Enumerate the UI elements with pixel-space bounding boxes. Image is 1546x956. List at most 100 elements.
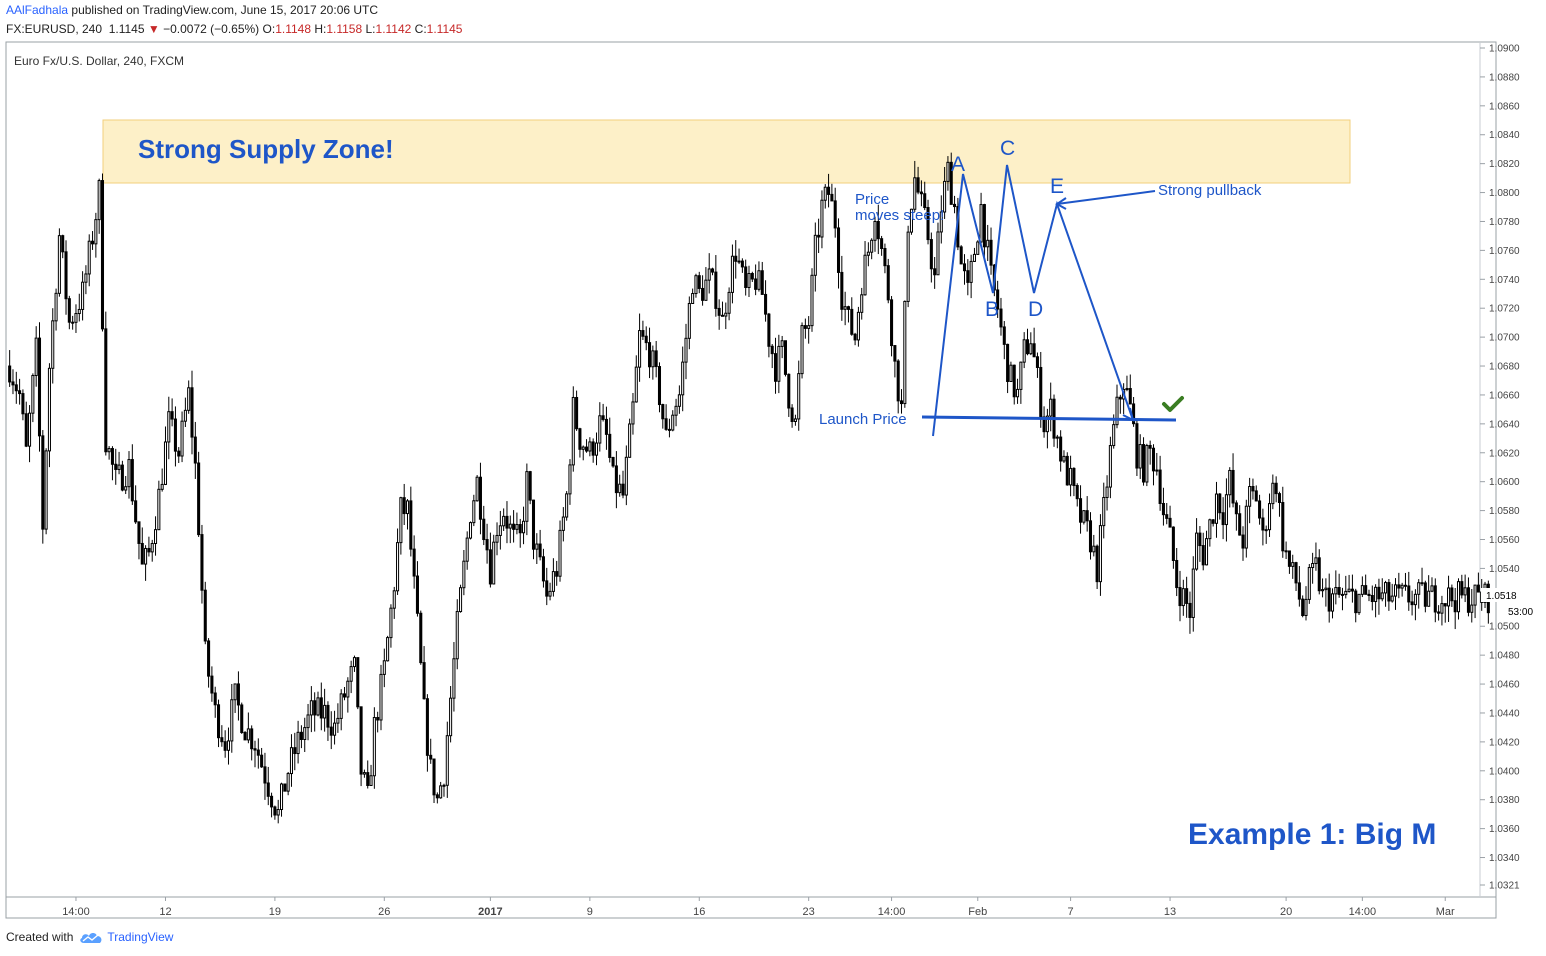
candle	[1208, 518, 1212, 547]
candle-body	[51, 320, 55, 369]
candle-body	[279, 783, 284, 811]
candle-body	[1433, 585, 1437, 613]
candle-body	[1460, 581, 1464, 596]
candle-body	[1224, 494, 1228, 526]
candle	[1324, 578, 1328, 607]
candle-body	[336, 717, 340, 724]
candle	[425, 694, 429, 772]
candle-body	[664, 418, 668, 430]
launch-price-line	[921, 415, 1177, 422]
candle-body	[1248, 486, 1252, 507]
candle-body	[1258, 500, 1262, 519]
candle-body	[230, 699, 234, 742]
x-tick-label: Feb	[968, 906, 987, 918]
candle-body	[323, 704, 327, 719]
candle-body	[1138, 444, 1142, 469]
candle	[64, 240, 68, 315]
candle-body	[565, 493, 569, 518]
candle	[316, 691, 320, 717]
candle	[14, 371, 18, 404]
candle-body	[1006, 343, 1010, 382]
author-link[interactable]: AAlFadhala	[6, 3, 69, 17]
candle	[379, 664, 383, 731]
candle	[1085, 496, 1089, 532]
candle	[1364, 574, 1368, 595]
candle	[459, 584, 463, 613]
candle	[263, 752, 267, 800]
candle-body	[551, 571, 555, 592]
candle	[203, 581, 207, 645]
candle-body	[1208, 519, 1212, 540]
candle-body	[604, 418, 608, 435]
candle-body	[581, 446, 585, 450]
candle	[1098, 514, 1102, 596]
candle	[899, 389, 904, 414]
candle	[439, 781, 443, 799]
candle-body	[856, 311, 860, 341]
candle-body	[24, 413, 28, 447]
candle-body	[1387, 582, 1391, 602]
candle-body	[422, 662, 426, 700]
candle-body	[1049, 398, 1053, 417]
candle	[664, 404, 668, 431]
candle-body	[1344, 590, 1348, 596]
candle	[936, 222, 940, 276]
candle-body	[263, 766, 267, 784]
point-a-label: A	[951, 153, 965, 176]
candle-body	[114, 463, 118, 470]
candle	[571, 386, 575, 472]
candle-body	[170, 411, 174, 420]
candle-body	[555, 571, 559, 577]
candle-body	[611, 456, 615, 467]
candle-body	[1231, 469, 1235, 504]
candle-body	[316, 697, 320, 716]
candle-body	[127, 459, 131, 488]
candle	[966, 259, 970, 296]
candle-body	[392, 590, 396, 609]
candle	[1433, 578, 1437, 623]
candle	[147, 536, 151, 557]
candle	[24, 401, 28, 448]
candle	[1102, 482, 1106, 539]
candle	[475, 475, 479, 502]
candle	[223, 730, 227, 758]
candle-body	[1443, 603, 1447, 607]
candle-body	[1437, 611, 1441, 614]
candle-body	[296, 731, 300, 755]
candle-body	[1267, 503, 1272, 531]
candle-body	[1211, 519, 1215, 524]
candle	[1393, 578, 1398, 610]
candle	[1248, 477, 1252, 524]
tradingview-link[interactable]: TradingView	[79, 930, 173, 944]
candle	[1271, 474, 1275, 510]
candle	[561, 507, 565, 542]
candle	[1105, 475, 1109, 511]
countdown-label: 53:00	[1508, 607, 1533, 618]
candle	[1069, 455, 1073, 497]
candle-body	[482, 518, 486, 541]
last-price-badge	[1481, 588, 1537, 602]
candle	[180, 411, 184, 463]
candle-body	[1397, 584, 1401, 589]
low-label: L:	[365, 22, 376, 36]
candle	[1258, 494, 1262, 525]
candle	[74, 304, 78, 333]
symbol-info-bar: FX:EURUSD, 240 1.1145 ▼ −0.0072 (−0.65%)…	[6, 22, 462, 36]
candle	[1410, 590, 1414, 616]
candle-body	[94, 219, 98, 245]
plot-frame	[5, 41, 1497, 919]
candle	[876, 204, 880, 255]
y-tick-label: 1.0860	[1489, 101, 1520, 112]
candle-body	[1102, 496, 1106, 527]
candle	[1161, 487, 1165, 526]
candle-body	[1158, 469, 1162, 504]
candle	[412, 535, 416, 589]
candle-body	[197, 462, 201, 536]
y-tick-label: 1.0880	[1489, 72, 1520, 83]
candle-body	[916, 177, 920, 193]
candle	[827, 173, 831, 208]
candle	[210, 666, 214, 702]
candle-body	[1407, 585, 1411, 603]
candle	[465, 531, 469, 570]
